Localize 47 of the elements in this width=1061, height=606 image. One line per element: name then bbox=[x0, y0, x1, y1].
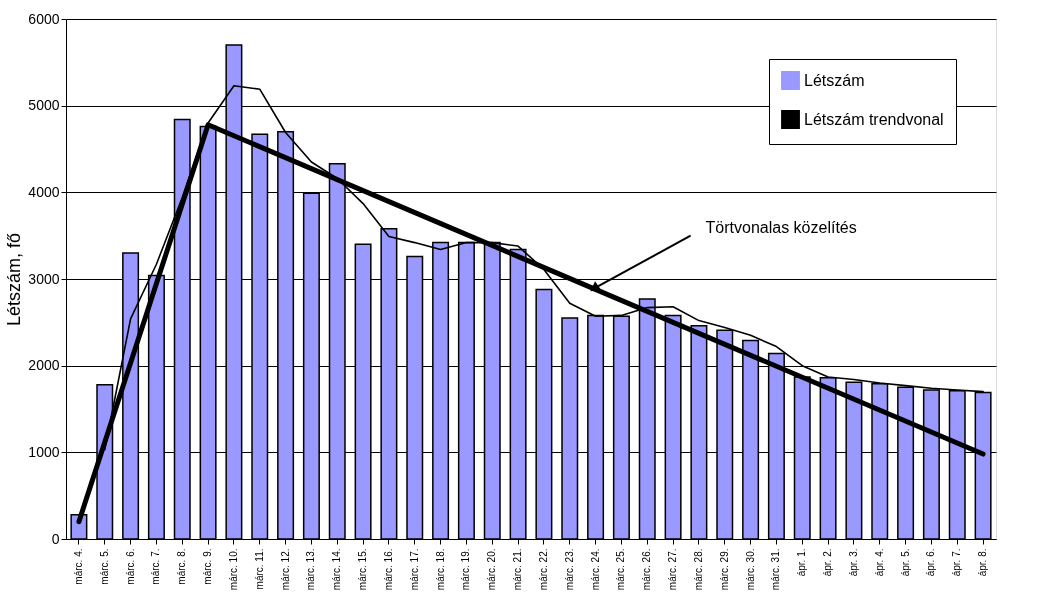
x-tick-label: márc. 6. bbox=[124, 548, 136, 585]
x-tick-label: ápr. 4. bbox=[873, 548, 885, 577]
x-tick-label: márc. 26. bbox=[641, 548, 653, 591]
x-tick-label: márc. 20. bbox=[486, 548, 498, 591]
y-tick-label: 0 bbox=[51, 530, 60, 547]
y-axis-title: Létszám, fő bbox=[4, 232, 25, 327]
x-tick-label: márc. 8. bbox=[176, 548, 188, 585]
x-tick-label: márc. 17. bbox=[408, 548, 420, 591]
y-tick-label: 6000 bbox=[28, 10, 60, 27]
x-tick-label: márc. 5. bbox=[98, 548, 110, 585]
x-tick-label: márc. 28. bbox=[692, 548, 704, 591]
x-tick-label: ápr. 7. bbox=[951, 548, 963, 577]
x-tick-label: márc. 23. bbox=[563, 548, 575, 591]
x-tick-label: márc. 4. bbox=[72, 548, 84, 585]
x-tick-label: ápr. 2. bbox=[822, 548, 834, 577]
x-tick-label: márc. 24. bbox=[589, 548, 601, 591]
x-tick-label: márc. 14. bbox=[331, 548, 343, 591]
x-tick-label: márc. 11. bbox=[253, 548, 265, 590]
x-tick-label: ápr. 5. bbox=[899, 548, 911, 577]
x-tick-label: márc. 29. bbox=[718, 548, 730, 591]
x-tick-label: márc. 31. bbox=[770, 548, 782, 591]
x-tick-label: márc. 21. bbox=[512, 548, 524, 591]
x-tick-label: márc. 19. bbox=[460, 548, 472, 591]
x-tick-label: ápr. 8. bbox=[977, 548, 989, 577]
x-tick-label: márc. 15. bbox=[357, 548, 369, 591]
x-tick-label: márc. 10. bbox=[227, 548, 239, 591]
x-tick-label: márc. 13. bbox=[305, 548, 317, 591]
legend-label: Létszám bbox=[804, 71, 865, 89]
x-tick-label: márc. 18. bbox=[434, 548, 446, 591]
x-tick-label: márc. 25. bbox=[615, 548, 627, 591]
y-tick-label: 2000 bbox=[28, 357, 60, 374]
x-tick-label: ápr. 6. bbox=[925, 548, 937, 577]
x-tick-label: márc. 16. bbox=[382, 548, 394, 591]
y-tick-label: 4000 bbox=[28, 183, 60, 200]
x-tick-label: márc. 9. bbox=[202, 548, 214, 585]
x-tick-label: márc. 12. bbox=[279, 548, 291, 591]
x-tick-label: márc. 30. bbox=[744, 548, 756, 591]
x-tick-label: márc. 27. bbox=[667, 548, 679, 591]
x-tick-label: márc. 7. bbox=[150, 548, 162, 585]
legend-label: Létszám trendvonal bbox=[804, 110, 944, 128]
x-tick-label: ápr. 1. bbox=[796, 548, 808, 577]
y-tick-label: 1000 bbox=[28, 443, 60, 460]
annotation: Törtvonalas közelítés bbox=[705, 218, 857, 236]
y-tick-label: 5000 bbox=[28, 97, 60, 114]
x-tick-label: ápr. 3. bbox=[847, 548, 859, 577]
y-tick-label: 3000 bbox=[28, 270, 60, 287]
x-tick-label: márc. 22. bbox=[537, 548, 549, 591]
